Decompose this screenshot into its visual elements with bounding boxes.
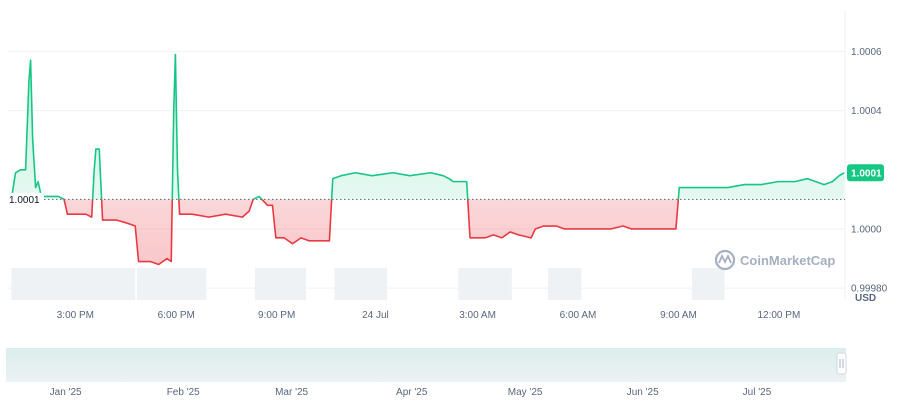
x-axis: 3:00 PM 6:00 PM 9:00 PM 24 Jul 3:00 AM 6:00 A…	[57, 310, 801, 321]
x-tick-label: 6:00 PM	[158, 310, 195, 321]
volume-bar	[334, 268, 388, 300]
navigator-tick-label: Jun '25	[627, 387, 659, 398]
range-navigator[interactable]: Jan '25 Feb '25 Mar '25 Apr '25 May '25 Jun '…	[6, 348, 847, 398]
navigator-tick-label: Apr '25	[396, 387, 428, 398]
navigator-mini-area	[6, 348, 846, 382]
current-price-badge: 1.0001	[847, 164, 884, 182]
volume-bar	[547, 268, 582, 300]
currency-unit-label: USD	[855, 293, 876, 304]
volume-bar	[458, 268, 512, 300]
x-tick-label: 9:00 PM	[258, 310, 295, 321]
y-tick-label: 1.0004	[851, 106, 882, 117]
navigator-tick-label: Jul '25	[743, 387, 772, 398]
navigator-tick-label: May '25	[508, 387, 543, 398]
price-lines	[10, 53, 845, 266]
x-tick-label: 6:00 AM	[560, 310, 597, 321]
price-area-below	[11, 199, 845, 265]
watermark-text: CoinMarketCap	[740, 253, 835, 268]
reference-price-text: 1.0001	[9, 195, 40, 206]
x-tick-label: 3:00 AM	[459, 310, 496, 321]
y-tick-label: 1.0006	[851, 47, 882, 58]
reference-price-label: 1.0001	[4, 192, 44, 206]
watermark: CoinMarketCap	[714, 249, 835, 271]
volume-bar	[691, 268, 725, 300]
grid-lines	[8, 10, 846, 300]
navigator-axis: Jan '25 Feb '25 Mar '25 Apr '25 May '25 Jun '…	[50, 387, 772, 398]
y-tick-label: 1.0000	[851, 224, 882, 235]
volume-bar	[254, 268, 306, 300]
volume-bar	[136, 268, 207, 300]
navigator-tick-label: Jan '25	[50, 387, 82, 398]
y-axis: 1.0006 1.0004 1.0000 0.99980	[851, 47, 888, 295]
x-tick-label: 9:00 AM	[660, 310, 697, 321]
current-price-text: 1.0001	[851, 168, 882, 179]
navigator-tick-label: Feb '25	[167, 387, 200, 398]
volume-bars	[11, 268, 725, 300]
navigator-tick-label: Mar '25	[275, 387, 308, 398]
x-tick-label: 24 Jul	[362, 310, 389, 321]
x-tick-label: 12:00 PM	[757, 310, 800, 321]
navigator-handle[interactable]	[836, 352, 847, 375]
coinmarketcap-logo-icon	[714, 249, 736, 271]
price-line-below	[11, 199, 680, 266]
y-tick-label: 0.99980	[851, 284, 888, 295]
x-tick-label: 3:00 PM	[57, 310, 94, 321]
volume-bar	[11, 268, 136, 300]
